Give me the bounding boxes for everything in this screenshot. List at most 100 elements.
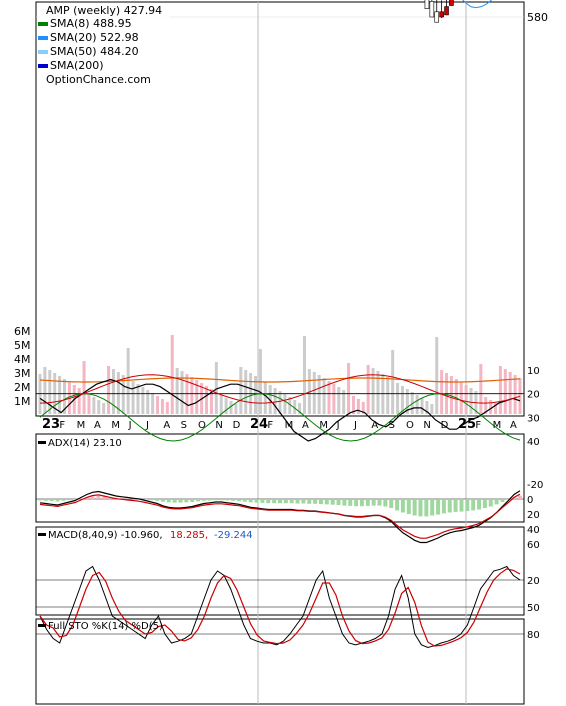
candle-body: [424, 0, 430, 9]
adx-legend: ADX(14) 23.10: [38, 438, 122, 449]
macd-histogram-bar: [447, 499, 452, 513]
volume-bar: [175, 368, 179, 414]
macd-histogram-bar: [348, 499, 353, 506]
volume-bar: [430, 404, 434, 414]
macd-histogram-bar: [494, 499, 499, 505]
volume-bar: [283, 394, 287, 414]
volume-bar: [43, 367, 47, 414]
date-tick-label: F: [59, 420, 65, 431]
volume-bar: [298, 403, 302, 414]
macd-histogram-bar: [278, 499, 282, 504]
volume-bar: [361, 402, 365, 414]
macd-histogram-bar: [389, 499, 394, 508]
sto-legend: Full STO %K(14) %D(5): [38, 621, 163, 632]
sto-label: Full STO %K(14) %D(5): [48, 621, 163, 632]
adx-tick-label: 20: [527, 390, 540, 401]
macd-histogram-bar: [96, 496, 101, 499]
macd-histogram-bar: [248, 499, 253, 503]
volume-bar: [494, 403, 498, 414]
macd-histogram-bar: [453, 499, 458, 512]
macd-line: [39, 490, 521, 544]
macd-histogram-bar: [471, 499, 476, 511]
date-tick-label: D: [233, 420, 241, 431]
volume-bar: [425, 401, 429, 414]
volume-bar: [92, 397, 96, 414]
macd-histogram-bar: [272, 499, 277, 504]
macd-histogram-bar: [518, 495, 522, 499]
macd-histogram-bar: [301, 499, 306, 504]
volume-tick-label: 6M: [14, 325, 31, 338]
macd-histogram-bar: [506, 499, 511, 500]
macd-histogram-bar: [108, 497, 113, 499]
volume-bar: [205, 386, 209, 414]
macd-histogram-bar: [336, 499, 341, 505]
macd-histogram-bar: [365, 499, 370, 506]
volume-bar: [62, 379, 66, 414]
macd-histogram-bar: [418, 499, 423, 517]
sto-tick-label: 50: [527, 603, 540, 614]
macd-tick-label: 60: [527, 540, 540, 551]
volume-bar: [136, 384, 140, 414]
legend-box: [38, 4, 170, 92]
macd-histogram-bar: [436, 499, 441, 515]
adx-axis: 40 30 20 10: [527, 366, 540, 448]
date-tick-label: A: [163, 420, 170, 431]
macd-histogram-bar: [242, 499, 247, 502]
macd-histogram-bar: [155, 499, 160, 501]
sma200-label: SMA(200): [50, 59, 104, 72]
date-tick-label: O: [406, 420, 414, 431]
sma8-swatch: [38, 22, 48, 26]
macd-tick-label: 0: [527, 495, 533, 506]
sto-panel: [35, 618, 525, 705]
volume-bar: [244, 370, 248, 414]
volume-bar: [190, 377, 194, 414]
date-tick-label: J: [336, 420, 340, 431]
date-tick-label: J: [353, 420, 357, 431]
macd-value-2: -29.244: [214, 530, 253, 541]
volume-bar: [165, 402, 169, 414]
macd-histogram-bar: [424, 499, 429, 517]
volume-bar: [219, 395, 223, 414]
volume-bar: [160, 399, 164, 414]
volume-bar: [332, 384, 336, 414]
date-tick-label: J: [128, 420, 132, 431]
volume-bar: [82, 361, 86, 414]
macd-histogram-bar: [482, 499, 487, 508]
volume-bar: [141, 387, 145, 414]
volume-bar: [102, 403, 106, 414]
volume-bar: [239, 367, 243, 414]
volume-bar: [449, 376, 453, 414]
macd-histogram-bar: [295, 499, 300, 504]
macd-histogram-bar: [73, 499, 78, 500]
macd-histogram-bar: [231, 499, 236, 501]
source-label: OptionChance.com: [46, 73, 151, 86]
volume-bar: [214, 362, 218, 414]
sto-axis: 80 50 20: [527, 576, 540, 641]
date-tick-label: S: [389, 420, 395, 431]
volume-bar: [107, 366, 111, 414]
volume-tick-label: 2M: [14, 381, 31, 394]
volume-bar: [503, 369, 507, 414]
volume-bar: [322, 378, 326, 414]
sma8-label: SMA(8) 488.95: [50, 17, 132, 30]
volume-bar: [273, 388, 277, 414]
volume-bar: [479, 364, 483, 414]
macd-legend: MACD(8,40,9) -10.960, 18.285, -29.244: [38, 530, 253, 541]
macd-histogram-bar: [330, 499, 335, 505]
volume-bar: [317, 375, 321, 414]
date-tick-label: 24: [250, 417, 268, 432]
volume-bar: [518, 378, 522, 414]
volume-bar: [498, 366, 502, 414]
macd-histogram-bar: [465, 499, 470, 511]
macd-histogram-bar: [61, 499, 66, 501]
macd-histogram-bar: [400, 499, 405, 513]
macd-label: MACD(8,40,9) -10.960,: [48, 530, 163, 541]
volume-bar: [371, 368, 375, 414]
macd-histogram-bar: [342, 499, 347, 506]
volume-tick-label: 5M: [14, 339, 31, 352]
volume-bar: [146, 390, 150, 414]
macd-axis: 60 40 20 0 -20: [527, 480, 543, 551]
macd-histogram-bar: [172, 499, 177, 503]
